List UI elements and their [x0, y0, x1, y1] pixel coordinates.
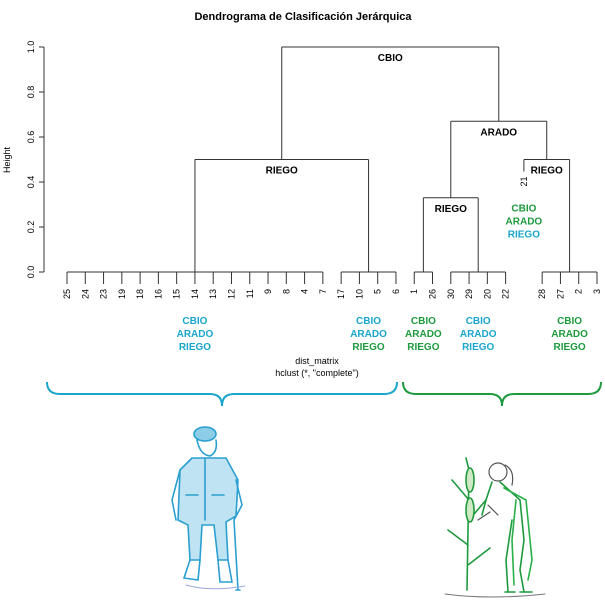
group-tag: CBIO [511, 204, 536, 215]
group-tag: ARADO [506, 217, 543, 228]
leaf-label: 18 [135, 289, 145, 299]
group-tag: CBIO [182, 316, 207, 327]
y-tick-label: 1.0 [26, 41, 36, 54]
leaf-label: 6 [391, 289, 401, 294]
leaf-label: 15 [172, 289, 182, 299]
y-tick-label: 0.6 [26, 131, 36, 144]
leaf-label: 1 [409, 289, 419, 294]
y-tick-label: 0.8 [26, 86, 36, 99]
leaf-label: 9 [263, 289, 273, 294]
leaf-label: 26 [428, 289, 438, 299]
y-tick-label: 0.2 [26, 221, 36, 234]
group-tag: ARADO [551, 329, 588, 340]
leaf-label: 20 [482, 289, 492, 299]
leaf-label: 12 [226, 289, 236, 299]
leaf-label: 4 [300, 289, 310, 294]
leaf-label: 24 [80, 289, 90, 299]
leaf-label: 5 [373, 289, 383, 294]
group-tag: CBIO [466, 316, 491, 327]
leaf-label: 30 [446, 289, 456, 299]
leaf-label: 21 [519, 177, 529, 187]
group-tag: RIEGO [407, 342, 439, 353]
node-label: CBIO [378, 53, 403, 64]
y-tick-label: 0.4 [26, 176, 36, 189]
illustration-elder [171, 426, 246, 591]
group-tag: CBIO [411, 316, 436, 327]
group-tag: RIEGO [508, 230, 540, 241]
illustration-farmer [444, 457, 546, 598]
leaf-label: 27 [555, 289, 565, 299]
leaf-label: 7 [318, 289, 328, 294]
leaf-label: 2 [574, 289, 584, 294]
node-label: RIEGO [435, 204, 467, 215]
bracket [46, 381, 398, 407]
group-tag: CBIO [356, 316, 381, 327]
y-tick-label: 0.0 [26, 266, 36, 279]
leaf-label: 28 [537, 289, 547, 299]
bracket [402, 381, 602, 407]
y-axis-label: Height [2, 146, 12, 173]
group-tag: RIEGO [352, 342, 384, 353]
leaf-label: 25 [62, 289, 72, 299]
group-tag: ARADO [460, 329, 497, 340]
leaf-label: 29 [464, 289, 474, 299]
dendrogram: 25 24 23 19 18 16 15 14 13 12 11 9 8 4 7CBIOARADORIEGO… [62, 46, 602, 353]
group-tag: CBIO [557, 316, 582, 327]
group-tag: RIEGO [179, 342, 211, 353]
group-tag: RIEGO [553, 342, 585, 353]
group-tag: ARADO [177, 329, 214, 340]
leaf-label: 8 [281, 289, 291, 294]
leaf-label: 23 [99, 289, 109, 299]
leaf-label: 11 [245, 289, 255, 298]
node-label: ARADO [480, 127, 517, 138]
leaf-label: 10 [354, 289, 364, 299]
leaf-label: 22 [501, 289, 511, 299]
group-tag: RIEGO [462, 342, 494, 353]
leaf-label: 14 [190, 289, 200, 299]
leaf-label: 16 [153, 289, 163, 299]
group-tag: ARADO [405, 329, 442, 340]
leaf-label: 3 [592, 289, 602, 294]
x-axis-label: hclust (*, "complete") [275, 368, 358, 378]
node-label: RIEGO [531, 166, 563, 177]
chart-title: Dendrograma de Clasificación Jerárquica [194, 11, 412, 23]
group-tag: ARADO [350, 329, 387, 340]
leaf-label: 19 [117, 289, 127, 299]
leaf-label: 13 [208, 289, 218, 299]
node-label: RIEGO [266, 166, 298, 177]
x-axis-label: dist_matrix [295, 356, 339, 366]
leaf-label: 17 [336, 289, 346, 299]
